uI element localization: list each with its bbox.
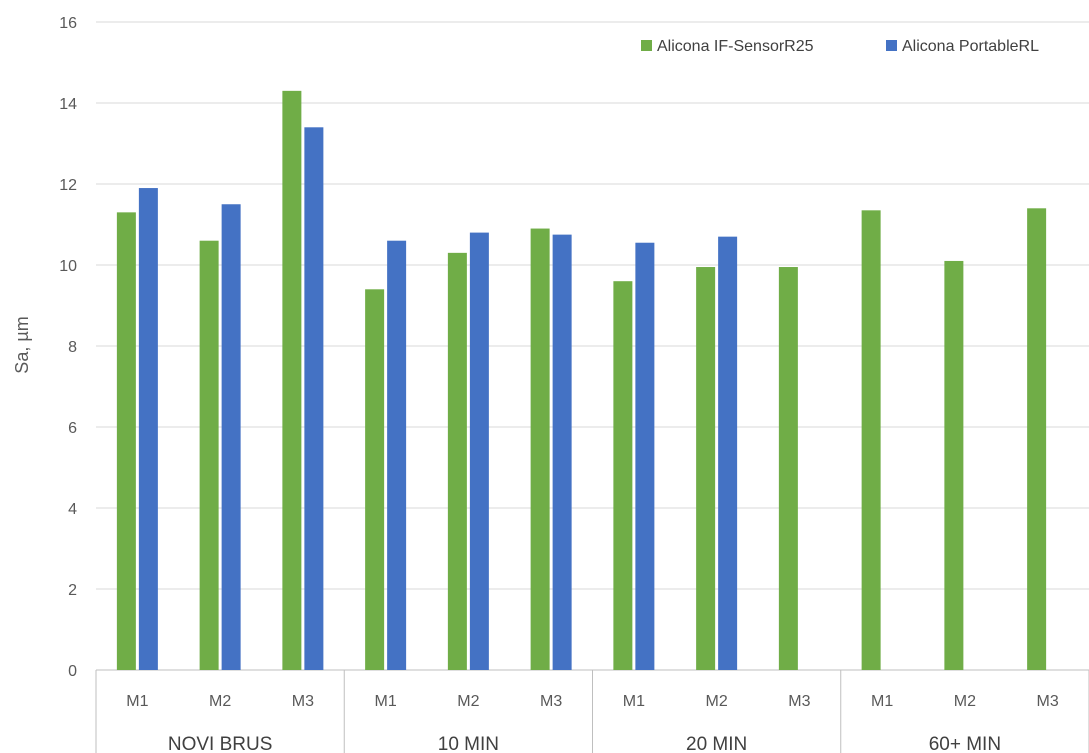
- x-axis: M1 M2 M3 M1 M2 M3 M1 M2 M3 M1 M2 M3 NOVI BRUS 10 MIN 2…: [95, 670, 1089, 753]
- x-category-label: M1: [871, 693, 893, 710]
- x-category-label: M1: [126, 693, 148, 710]
- x-category-label: M1: [375, 693, 397, 710]
- y-tick-label: 4: [68, 501, 77, 518]
- legend-label: Alicona IF-SensorR25: [657, 38, 814, 55]
- legend-swatch: [886, 40, 897, 51]
- legend: Alicona IF-SensorR25 Alicona PortableRL: [641, 38, 1039, 55]
- x-category-label: M3: [788, 693, 810, 710]
- bar-portable-7: [718, 236, 738, 670]
- bar-portable-0: [138, 188, 158, 671]
- x-group-label: 10 MIN: [438, 734, 499, 753]
- bar-if-sensor-8: [778, 267, 798, 670]
- bars: [116, 90, 1047, 671]
- legend-label: Alicona PortableRL: [902, 38, 1039, 55]
- bar-portable-3: [387, 240, 407, 670]
- bar-if-sensor-11: [1027, 208, 1047, 671]
- x-category-label: M3: [1037, 693, 1059, 710]
- y-tick-label: 8: [68, 339, 77, 356]
- y-tick-label: 12: [59, 177, 77, 194]
- y-tick-label: 0: [68, 663, 77, 680]
- x-category-label: M2: [457, 693, 479, 710]
- bar-if-sensor-1: [199, 240, 219, 670]
- y-tick-label: 2: [68, 582, 77, 599]
- y-tick-label: 6: [68, 420, 77, 437]
- gridlines: [96, 21, 1089, 671]
- x-group-label: 20 MIN: [686, 734, 747, 753]
- y-tick-label: 14: [59, 96, 77, 113]
- bar-if-sensor-4: [447, 252, 467, 670]
- bar-if-sensor-0: [116, 212, 136, 670]
- y-tick-label: 16: [59, 15, 77, 32]
- bar-if-sensor-5: [530, 228, 550, 671]
- bar-if-sensor-10: [944, 260, 964, 670]
- bar-if-sensor-2: [282, 90, 302, 671]
- x-group-label: NOVI BRUS: [168, 734, 273, 753]
- bar-if-sensor-7: [696, 267, 716, 670]
- bar-portable-6: [635, 242, 655, 670]
- x-category-label: M3: [540, 693, 562, 710]
- bar-portable-4: [469, 232, 489, 670]
- bar-if-sensor-9: [861, 210, 881, 670]
- bar-if-sensor-3: [365, 289, 385, 670]
- bar-portable-5: [552, 234, 572, 670]
- bar-portable-1: [221, 204, 241, 670]
- bar-if-sensor-6: [613, 281, 633, 670]
- x-category-label: M2: [706, 693, 728, 710]
- legend-swatch: [641, 40, 652, 51]
- x-category-label: M2: [954, 693, 976, 710]
- y-axis-label: Sa, µm: [12, 316, 32, 373]
- x-group-label: 60+ MIN: [929, 734, 1001, 753]
- y-tick-label: 10: [59, 258, 77, 275]
- x-category-label: M2: [209, 693, 231, 710]
- y-axis-ticks: 0 2 4 6 8 10 12 14 16: [59, 15, 77, 680]
- x-category-label: M1: [623, 693, 645, 710]
- bar-portable-2: [304, 127, 324, 671]
- x-category-label: M3: [292, 693, 314, 710]
